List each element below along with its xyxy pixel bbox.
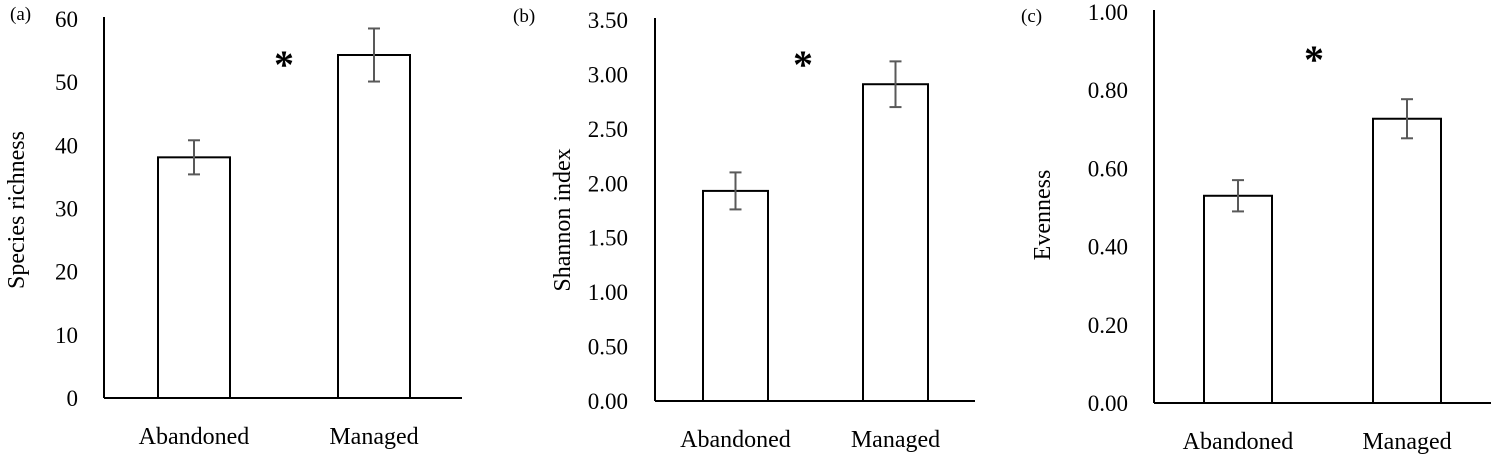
y-axis-label: Evenness — [1030, 170, 1056, 261]
y-tick-label: 0.00 — [1088, 391, 1128, 416]
bar-abandoned — [157, 156, 231, 399]
y-tick-label: 10 — [55, 323, 78, 348]
bar-managed — [862, 83, 929, 403]
error-bar — [188, 139, 200, 176]
y-tick-label: 50 — [55, 70, 78, 95]
error-bar — [1232, 179, 1244, 213]
y-tick-label: 1.50 — [588, 226, 628, 251]
panel-label: (b) — [513, 6, 535, 27]
chart-panel-b: (b) 0.00 0.50 1.00 1.50 2.00 2.50 3.00 3.50 Shann… — [513, 6, 975, 453]
x-tick-label: Abandoned — [1183, 429, 1294, 455]
y-tick-label: 40 — [55, 133, 78, 158]
error-bar — [1401, 98, 1413, 140]
y-tick-label: 0.40 — [1088, 235, 1128, 260]
y-tick-label: 0.00 — [588, 389, 628, 414]
x-tick-label: Managed — [851, 427, 940, 453]
y-tick-label: 0.60 — [1088, 156, 1128, 181]
chart-panel-c: (c) 0.00 0.20 0.40 0.60 0.80 1.00 Evenness Aband… — [1021, 0, 1491, 455]
y-axis-label: Species richness — [4, 131, 30, 289]
x-tick-label: Abandoned — [680, 427, 791, 453]
y-tick-label: 3.00 — [588, 62, 628, 87]
x-tick-label: Managed — [1362, 429, 1451, 455]
bar-abandoned — [702, 189, 769, 402]
bar-managed — [1372, 117, 1442, 404]
bar-managed — [337, 54, 411, 399]
y-axis-label: Shannon index — [550, 148, 576, 291]
error-bar — [889, 60, 902, 109]
y-tick-label: 0 — [67, 386, 79, 411]
y-tick-label: 1.00 — [588, 280, 628, 305]
significance-asterisk: * — [793, 42, 813, 87]
y-tick-label: 0.80 — [1088, 78, 1128, 103]
significance-asterisk: * — [274, 42, 294, 87]
y-tick-label: 1.00 — [1088, 0, 1128, 25]
y-tick-label: 30 — [55, 197, 78, 222]
error-bar — [729, 171, 742, 211]
bar-abandoned — [1203, 194, 1273, 404]
y-tick-label: 2.50 — [588, 117, 628, 142]
x-tick-label: Abandoned — [139, 424, 250, 450]
y-tick-label: 0.20 — [1088, 313, 1128, 338]
y-tick-label: 0.50 — [588, 335, 628, 360]
significance-asterisk: * — [1304, 37, 1324, 82]
error-bar — [368, 27, 380, 83]
chart-panel-a: (a) 0 10 20 30 40 50 60 Species richness Abandone… — [4, 4, 462, 450]
panel-label: (a) — [10, 4, 31, 25]
x-tick-label: Managed — [329, 424, 418, 450]
panel-label: (c) — [1021, 6, 1042, 27]
y-tick-label: 2.00 — [588, 171, 628, 196]
y-tick-label: 20 — [55, 260, 78, 285]
y-tick-label: 60 — [55, 7, 78, 32]
y-tick-label: 3.50 — [588, 8, 628, 33]
